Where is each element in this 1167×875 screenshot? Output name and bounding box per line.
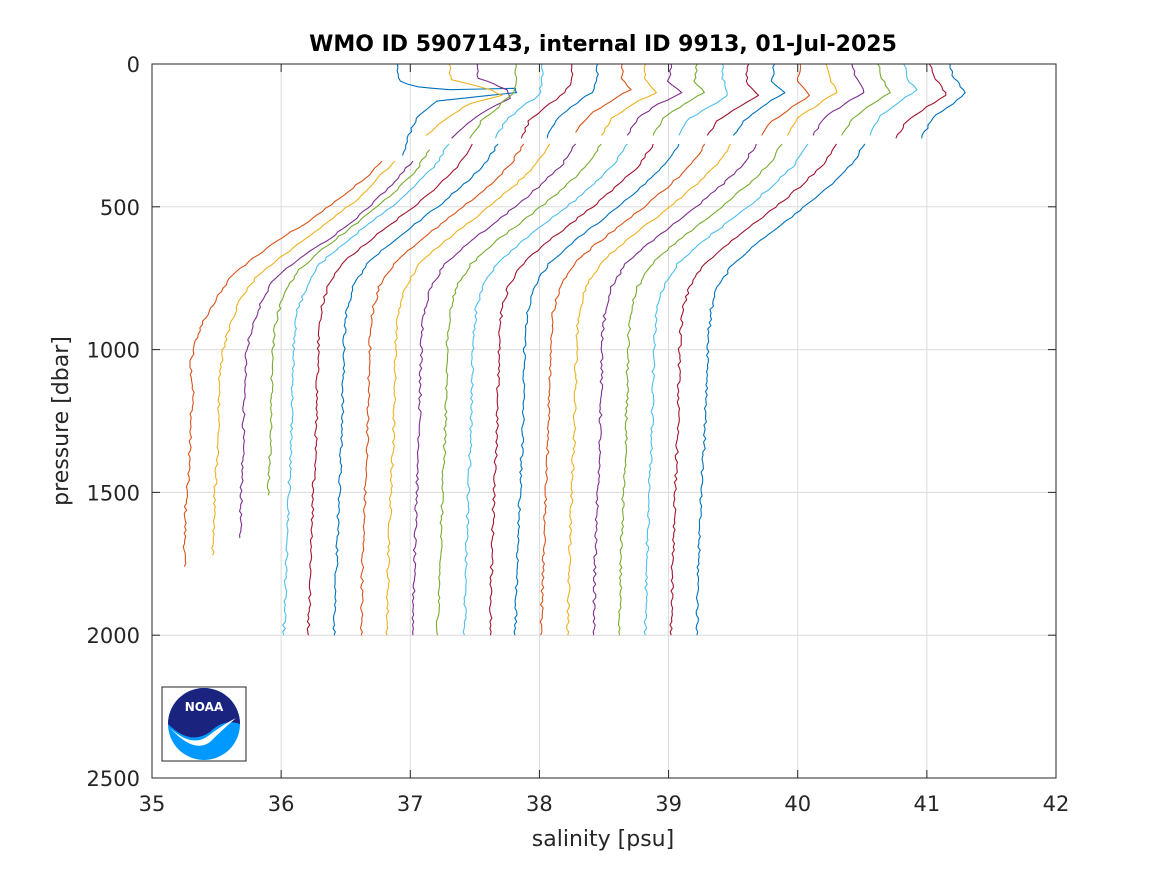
profile-line-6	[306, 143, 473, 636]
x-tick-label: 36	[268, 792, 295, 816]
profile-line-19	[643, 143, 809, 636]
profile-line-11	[435, 143, 602, 636]
surface-profile-line-19	[869, 63, 918, 136]
surface-profile-line-2	[425, 63, 503, 136]
profile-line-16	[566, 143, 732, 636]
surface-profile-line-10	[626, 63, 683, 136]
x-tick-label: 40	[784, 792, 811, 816]
x-axis-label: salinity [psu]	[532, 827, 674, 852]
profile-line-5	[282, 143, 450, 636]
surface-profile-line-7	[546, 63, 599, 139]
surface-profile-line-17	[812, 63, 865, 136]
x-tick-label: 39	[655, 792, 682, 816]
logo-text: NOAA	[185, 700, 224, 714]
surface-profile-line-13	[706, 63, 760, 136]
profile-line-7	[332, 143, 499, 636]
surface-profile-line-5	[494, 63, 544, 139]
profile-line-10	[411, 143, 576, 636]
surface-profile-line-15	[761, 63, 810, 136]
surface-profile-line-18	[841, 63, 891, 136]
profile-line-15	[539, 143, 706, 636]
plot-frame	[151, 63, 1057, 779]
y-tick-label: 0	[127, 53, 140, 77]
y-tick-label: 2000	[87, 624, 140, 648]
surface-profile-line-4	[469, 63, 518, 139]
surface-profile-line-9	[600, 63, 657, 136]
profile-line-3	[238, 160, 414, 539]
surface-profile-line-14	[732, 63, 786, 136]
profile-line-1	[182, 160, 383, 567]
surface-profile-line-16	[786, 63, 838, 136]
x-tick-label: 37	[397, 792, 424, 816]
noaa-logo: NOAA	[161, 686, 247, 762]
y-axis-label: pressure [dbar]	[49, 336, 74, 506]
surface-profile-line-11	[652, 63, 705, 136]
y-tick-label: 1500	[87, 481, 140, 505]
profile-line-9	[385, 143, 551, 636]
profile-line-21	[695, 143, 866, 636]
axis-ticks: 35 36 37 38 39 40 41 42 0 500 1000 1500 2000 2500	[87, 53, 1070, 816]
profile-line-20	[669, 143, 837, 636]
profile-line-2	[211, 160, 396, 556]
surface-profile-line-8	[575, 63, 632, 133]
profile-line-13	[489, 143, 654, 636]
profile-line-8	[359, 143, 525, 636]
profile-line-17	[592, 143, 757, 636]
logo-white-wave	[170, 718, 236, 746]
y-tick-label: 2500	[87, 767, 140, 791]
profile-line-4	[266, 149, 431, 496]
chart-title: WMO ID 5907143, internal ID 9913, 01-Jul…	[309, 32, 897, 57]
y-tick-label: 500	[100, 196, 140, 220]
surface-profile-line-6	[520, 63, 574, 139]
logo-upper-wave	[168, 688, 240, 738]
profile-line-12	[462, 143, 628, 636]
surface-profile-line-12	[678, 63, 728, 136]
x-tick-label: 41	[913, 792, 940, 816]
x-tick-label: 38	[526, 792, 553, 816]
surface-profile-line-20	[895, 63, 947, 139]
surface-profile-line-3	[451, 64, 511, 139]
surface-profile-line-1	[396, 63, 518, 156]
y-tick-label: 1000	[87, 339, 140, 363]
profile-series	[182, 63, 966, 636]
profile-line-18	[617, 143, 783, 636]
surface-profile-line-21	[921, 63, 966, 139]
grid-lines	[152, 64, 1056, 778]
x-tick-label: 42	[1043, 792, 1070, 816]
profile-line-14	[513, 143, 680, 636]
x-tick-label: 35	[139, 792, 166, 816]
